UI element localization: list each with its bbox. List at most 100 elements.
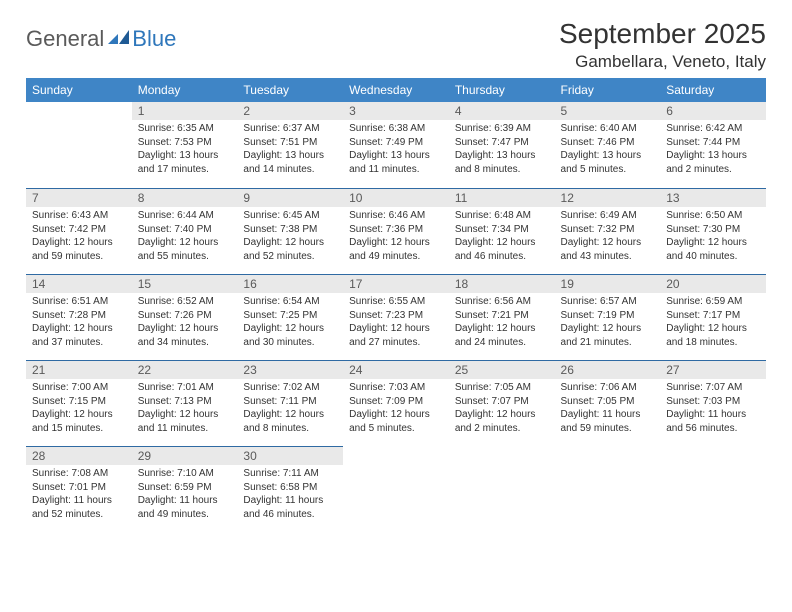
- day-details: Sunrise: 6:59 AMSunset: 7:17 PMDaylight:…: [660, 293, 766, 353]
- title-block: September 2025 Gambellara, Veneto, Italy: [559, 18, 766, 72]
- calendar-cell: 29Sunrise: 7:10 AMSunset: 6:59 PMDayligh…: [132, 446, 238, 532]
- calendar-row: 7Sunrise: 6:43 AMSunset: 7:42 PMDaylight…: [26, 188, 766, 274]
- day-details: Sunrise: 6:52 AMSunset: 7:26 PMDaylight:…: [132, 293, 238, 353]
- day-header: Thursday: [449, 78, 555, 102]
- day-details: Sunrise: 6:35 AMSunset: 7:53 PMDaylight:…: [132, 120, 238, 180]
- brand-logo: General Blue: [26, 18, 176, 52]
- day-number: 13: [660, 188, 766, 207]
- day-header: Saturday: [660, 78, 766, 102]
- calendar-cell: 30Sunrise: 7:11 AMSunset: 6:58 PMDayligh…: [237, 446, 343, 532]
- calendar-cell: 25Sunrise: 7:05 AMSunset: 7:07 PMDayligh…: [449, 360, 555, 446]
- calendar-cell: 28Sunrise: 7:08 AMSunset: 7:01 PMDayligh…: [26, 446, 132, 532]
- day-details: Sunrise: 6:40 AMSunset: 7:46 PMDaylight:…: [555, 120, 661, 180]
- day-number: 16: [237, 274, 343, 293]
- calendar-cell: 15Sunrise: 6:52 AMSunset: 7:26 PMDayligh…: [132, 274, 238, 360]
- day-details: Sunrise: 6:38 AMSunset: 7:49 PMDaylight:…: [343, 120, 449, 180]
- calendar-cell: 26Sunrise: 7:06 AMSunset: 7:05 PMDayligh…: [555, 360, 661, 446]
- day-header: Wednesday: [343, 78, 449, 102]
- day-number: 10: [343, 188, 449, 207]
- day-header: Sunday: [26, 78, 132, 102]
- calendar-cell: 8Sunrise: 6:44 AMSunset: 7:40 PMDaylight…: [132, 188, 238, 274]
- calendar-cell: 24Sunrise: 7:03 AMSunset: 7:09 PMDayligh…: [343, 360, 449, 446]
- calendar-cell: 4Sunrise: 6:39 AMSunset: 7:47 PMDaylight…: [449, 102, 555, 188]
- day-header: Tuesday: [237, 78, 343, 102]
- calendar-cell-empty: [449, 446, 555, 532]
- day-number: 27: [660, 360, 766, 379]
- calendar-cell: 11Sunrise: 6:48 AMSunset: 7:34 PMDayligh…: [449, 188, 555, 274]
- day-details: Sunrise: 7:03 AMSunset: 7:09 PMDaylight:…: [343, 379, 449, 439]
- day-number: 15: [132, 274, 238, 293]
- day-number: 2: [237, 102, 343, 120]
- day-details: Sunrise: 6:37 AMSunset: 7:51 PMDaylight:…: [237, 120, 343, 180]
- day-number: 30: [237, 446, 343, 465]
- calendar-cell: 14Sunrise: 6:51 AMSunset: 7:28 PMDayligh…: [26, 274, 132, 360]
- calendar-cell: 27Sunrise: 7:07 AMSunset: 7:03 PMDayligh…: [660, 360, 766, 446]
- day-number: 8: [132, 188, 238, 207]
- day-number: 4: [449, 102, 555, 120]
- calendar-cell: 19Sunrise: 6:57 AMSunset: 7:19 PMDayligh…: [555, 274, 661, 360]
- calendar-table: SundayMondayTuesdayWednesdayThursdayFrid…: [26, 78, 766, 532]
- day-number: 12: [555, 188, 661, 207]
- calendar-cell-empty: [26, 102, 132, 188]
- calendar-cell: 13Sunrise: 6:50 AMSunset: 7:30 PMDayligh…: [660, 188, 766, 274]
- day-details: Sunrise: 7:10 AMSunset: 6:59 PMDaylight:…: [132, 465, 238, 525]
- day-number: 23: [237, 360, 343, 379]
- day-number: 29: [132, 446, 238, 465]
- day-number: 9: [237, 188, 343, 207]
- day-details: Sunrise: 6:43 AMSunset: 7:42 PMDaylight:…: [26, 207, 132, 267]
- calendar-cell: 1Sunrise: 6:35 AMSunset: 7:53 PMDaylight…: [132, 102, 238, 188]
- day-details: Sunrise: 7:08 AMSunset: 7:01 PMDaylight:…: [26, 465, 132, 525]
- calendar-cell: 17Sunrise: 6:55 AMSunset: 7:23 PMDayligh…: [343, 274, 449, 360]
- day-number: 7: [26, 188, 132, 207]
- day-details: Sunrise: 7:00 AMSunset: 7:15 PMDaylight:…: [26, 379, 132, 439]
- calendar-cell: 16Sunrise: 6:54 AMSunset: 7:25 PMDayligh…: [237, 274, 343, 360]
- day-header: Friday: [555, 78, 661, 102]
- day-number: 24: [343, 360, 449, 379]
- day-details: Sunrise: 6:57 AMSunset: 7:19 PMDaylight:…: [555, 293, 661, 353]
- day-details: Sunrise: 7:01 AMSunset: 7:13 PMDaylight:…: [132, 379, 238, 439]
- day-details: Sunrise: 6:48 AMSunset: 7:34 PMDaylight:…: [449, 207, 555, 267]
- header-row: General Blue September 2025 Gambellara, …: [26, 18, 766, 72]
- day-details: Sunrise: 6:51 AMSunset: 7:28 PMDaylight:…: [26, 293, 132, 353]
- day-number: 20: [660, 274, 766, 293]
- calendar-row: 14Sunrise: 6:51 AMSunset: 7:28 PMDayligh…: [26, 274, 766, 360]
- calendar-cell: 6Sunrise: 6:42 AMSunset: 7:44 PMDaylight…: [660, 102, 766, 188]
- day-details: Sunrise: 7:05 AMSunset: 7:07 PMDaylight:…: [449, 379, 555, 439]
- day-details: Sunrise: 6:42 AMSunset: 7:44 PMDaylight:…: [660, 120, 766, 180]
- month-title: September 2025: [559, 18, 766, 50]
- calendar-row: 1Sunrise: 6:35 AMSunset: 7:53 PMDaylight…: [26, 102, 766, 188]
- day-number: 21: [26, 360, 132, 379]
- brand-text-blue: Blue: [132, 26, 176, 52]
- day-details: Sunrise: 6:45 AMSunset: 7:38 PMDaylight:…: [237, 207, 343, 267]
- day-number: 26: [555, 360, 661, 379]
- day-number: 3: [343, 102, 449, 120]
- day-number: 22: [132, 360, 238, 379]
- day-number: 17: [343, 274, 449, 293]
- calendar-cell: 20Sunrise: 6:59 AMSunset: 7:17 PMDayligh…: [660, 274, 766, 360]
- day-number: 28: [26, 446, 132, 465]
- day-details: Sunrise: 6:39 AMSunset: 7:47 PMDaylight:…: [449, 120, 555, 180]
- day-number: 19: [555, 274, 661, 293]
- calendar-cell: 23Sunrise: 7:02 AMSunset: 7:11 PMDayligh…: [237, 360, 343, 446]
- day-details: Sunrise: 6:49 AMSunset: 7:32 PMDaylight:…: [555, 207, 661, 267]
- calendar-cell-empty: [555, 446, 661, 532]
- brand-mark-icon: [108, 28, 130, 51]
- day-number: 5: [555, 102, 661, 120]
- calendar-cell: 18Sunrise: 6:56 AMSunset: 7:21 PMDayligh…: [449, 274, 555, 360]
- day-number: 1: [132, 102, 238, 120]
- day-header: Monday: [132, 78, 238, 102]
- calendar-cell: 5Sunrise: 6:40 AMSunset: 7:46 PMDaylight…: [555, 102, 661, 188]
- day-number: 18: [449, 274, 555, 293]
- calendar-cell: 21Sunrise: 7:00 AMSunset: 7:15 PMDayligh…: [26, 360, 132, 446]
- day-details: Sunrise: 7:11 AMSunset: 6:58 PMDaylight:…: [237, 465, 343, 525]
- day-details: Sunrise: 7:07 AMSunset: 7:03 PMDaylight:…: [660, 379, 766, 439]
- calendar-cell-empty: [343, 446, 449, 532]
- calendar-cell: 22Sunrise: 7:01 AMSunset: 7:13 PMDayligh…: [132, 360, 238, 446]
- day-details: Sunrise: 6:56 AMSunset: 7:21 PMDaylight:…: [449, 293, 555, 353]
- day-details: Sunrise: 7:02 AMSunset: 7:11 PMDaylight:…: [237, 379, 343, 439]
- day-number: 25: [449, 360, 555, 379]
- calendar-cell: 3Sunrise: 6:38 AMSunset: 7:49 PMDaylight…: [343, 102, 449, 188]
- calendar-cell: 7Sunrise: 6:43 AMSunset: 7:42 PMDaylight…: [26, 188, 132, 274]
- calendar-cell: 10Sunrise: 6:46 AMSunset: 7:36 PMDayligh…: [343, 188, 449, 274]
- location-text: Gambellara, Veneto, Italy: [559, 52, 766, 72]
